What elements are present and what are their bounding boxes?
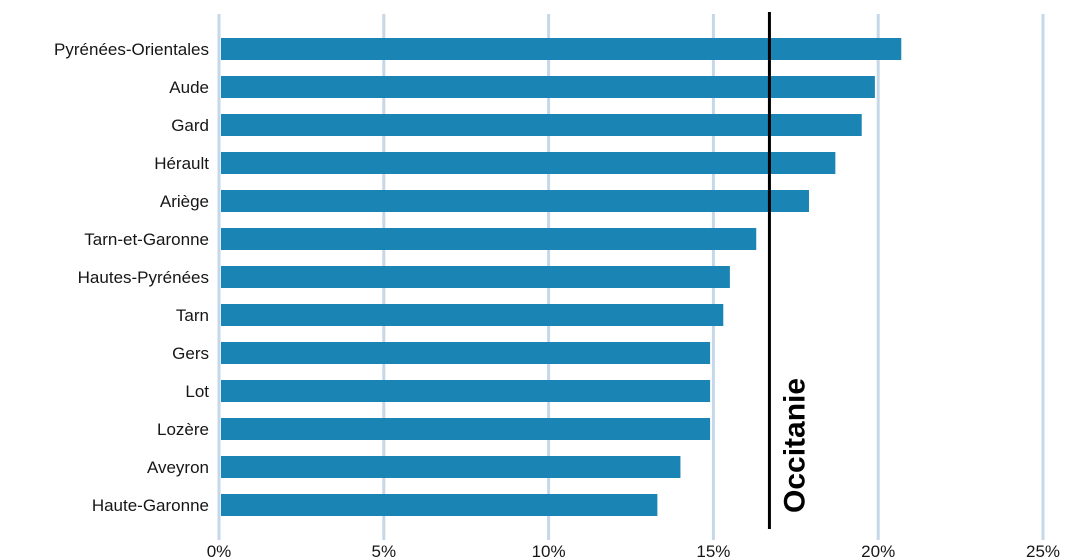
x-tick-label: 0% <box>207 542 232 559</box>
bar <box>221 418 711 440</box>
bar <box>221 114 862 136</box>
bars <box>221 38 902 516</box>
bar <box>221 76 875 98</box>
reference-line-group: Occitanie <box>767 12 811 529</box>
category-label: Gers <box>172 344 209 363</box>
occitanie-reference-label: Occitanie <box>778 378 811 513</box>
x-tick-label: 5% <box>372 542 397 559</box>
bar <box>221 342 711 364</box>
category-label: Lozère <box>157 420 209 439</box>
x-tick-label: 25% <box>1026 542 1060 559</box>
category-label: Lot <box>185 382 209 401</box>
x-tick-label: 20% <box>861 542 895 559</box>
category-label: Aude <box>169 78 209 97</box>
bar <box>221 304 724 326</box>
category-label: Gard <box>171 116 209 135</box>
category-label: Hérault <box>154 154 209 173</box>
category-label: Aveyron <box>147 458 209 477</box>
bar <box>221 38 902 60</box>
category-label: Hautes-Pyrénées <box>78 268 209 287</box>
x-tick-label: 10% <box>532 542 566 559</box>
category-label: Haute-Garonne <box>92 496 209 515</box>
category-label: Ariège <box>160 192 209 211</box>
x-tick-labels: 0% 5% 10% 15% 20% 25% <box>207 542 1060 559</box>
bar <box>221 228 757 250</box>
x-tick-label: 15% <box>696 542 730 559</box>
bar <box>221 380 711 402</box>
category-label: Tarn <box>176 306 209 325</box>
bar <box>221 266 730 288</box>
bar <box>221 190 809 212</box>
category-label: Pyrénées-Orientales <box>54 40 209 59</box>
category-labels: Pyrénées-Orientales Aude Gard Hérault Ariège… <box>54 40 209 515</box>
category-label: Tarn-et-Garonne <box>84 230 209 249</box>
bar <box>221 152 836 174</box>
bar <box>221 456 681 478</box>
bar <box>221 494 658 516</box>
